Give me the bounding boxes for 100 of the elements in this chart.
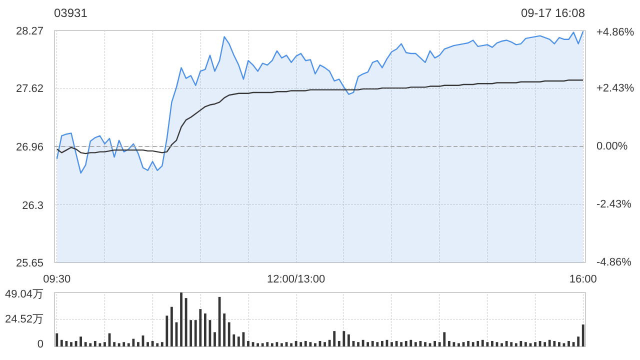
bar bbox=[467, 340, 470, 346]
bar bbox=[170, 306, 173, 346]
bar bbox=[558, 342, 560, 346]
bar bbox=[194, 320, 197, 346]
bar bbox=[132, 338, 135, 346]
bar bbox=[166, 316, 168, 346]
bar bbox=[400, 342, 403, 346]
bar bbox=[84, 342, 87, 346]
y-tick-label: 26.3 bbox=[22, 200, 44, 212]
y2-tick-label: +2.43% bbox=[596, 82, 634, 94]
bar bbox=[232, 334, 236, 346]
bar bbox=[548, 340, 551, 346]
bar bbox=[362, 340, 364, 346]
bar bbox=[328, 340, 331, 346]
bar bbox=[122, 342, 126, 346]
bar bbox=[70, 342, 72, 346]
bar bbox=[434, 340, 436, 346]
bar bbox=[568, 340, 570, 346]
bar bbox=[127, 343, 130, 346]
bar bbox=[314, 343, 316, 346]
bar bbox=[228, 322, 230, 346]
y-tick-label: 26.96 bbox=[16, 142, 44, 154]
bar bbox=[256, 343, 260, 346]
y-tick-label: 27.62 bbox=[16, 83, 44, 96]
x-tick-label: 12:00/13:00 bbox=[267, 274, 326, 286]
bar bbox=[414, 342, 417, 346]
bar bbox=[366, 342, 370, 346]
bar bbox=[204, 313, 206, 346]
bar bbox=[113, 342, 116, 346]
bar bbox=[448, 340, 450, 346]
bar bbox=[376, 342, 379, 346]
bar bbox=[180, 292, 182, 346]
bar bbox=[290, 343, 292, 346]
bar bbox=[481, 340, 484, 346]
bar bbox=[160, 342, 164, 346]
bar bbox=[500, 343, 503, 346]
y-tick-label: 49.04万 bbox=[4, 288, 44, 300]
bar bbox=[577, 336, 580, 346]
y-tick-label: 28.27 bbox=[16, 26, 44, 38]
bar bbox=[404, 340, 408, 346]
bar bbox=[505, 340, 508, 346]
bar bbox=[104, 342, 106, 346]
bar bbox=[472, 342, 474, 346]
bar bbox=[491, 340, 494, 346]
y2-tick-label: 0.00% bbox=[596, 140, 628, 152]
bar bbox=[371, 340, 374, 346]
bar bbox=[156, 343, 159, 346]
y-tick-label: 0 bbox=[37, 338, 44, 350]
bar bbox=[410, 340, 412, 346]
bar bbox=[520, 340, 522, 346]
bar bbox=[443, 332, 446, 346]
bar bbox=[486, 342, 489, 346]
bar bbox=[424, 342, 426, 346]
bar bbox=[309, 342, 312, 346]
bar bbox=[280, 343, 283, 346]
y2-tick-label: -2.43% bbox=[596, 198, 632, 210]
bar bbox=[390, 342, 393, 346]
bar bbox=[380, 340, 384, 346]
line-series bbox=[56, 79, 584, 154]
bar bbox=[582, 324, 584, 346]
text: 09-17 16:08 bbox=[520, 5, 585, 22]
bar bbox=[338, 340, 340, 346]
bar bbox=[270, 343, 274, 346]
bar bbox=[342, 331, 346, 346]
bar bbox=[94, 340, 96, 346]
bar bbox=[56, 333, 58, 346]
bar bbox=[294, 340, 298, 346]
bar bbox=[514, 343, 518, 346]
bar bbox=[553, 340, 556, 346]
bar bbox=[534, 342, 536, 346]
y2-tick-label: +4.86% bbox=[596, 26, 634, 38]
bar bbox=[146, 342, 149, 346]
x-tick-label: 09:30 bbox=[43, 274, 71, 286]
y-tick-label: 25.65 bbox=[16, 258, 44, 270]
bar bbox=[348, 334, 350, 346]
bar bbox=[324, 342, 326, 346]
bar bbox=[80, 336, 82, 346]
y-tick-label: 24.52万 bbox=[4, 314, 44, 326]
bar bbox=[247, 340, 250, 346]
bar bbox=[151, 340, 154, 346]
bar bbox=[266, 342, 269, 346]
x-tick-label: 16:00 bbox=[569, 274, 597, 286]
bar bbox=[438, 342, 441, 346]
bar bbox=[476, 340, 480, 346]
bar bbox=[89, 343, 92, 346]
bar bbox=[261, 343, 264, 346]
bar bbox=[538, 340, 542, 346]
bar bbox=[199, 309, 202, 346]
bar bbox=[237, 336, 240, 346]
bar bbox=[510, 342, 513, 346]
bar bbox=[300, 342, 302, 346]
bar bbox=[214, 332, 216, 346]
bar bbox=[458, 343, 460, 346]
y2-tick-label: -4.86% bbox=[596, 256, 632, 268]
bar bbox=[524, 342, 527, 346]
bar bbox=[190, 320, 192, 346]
bar bbox=[333, 331, 336, 346]
bar bbox=[118, 343, 120, 346]
bar bbox=[304, 340, 307, 346]
bar bbox=[184, 298, 188, 346]
